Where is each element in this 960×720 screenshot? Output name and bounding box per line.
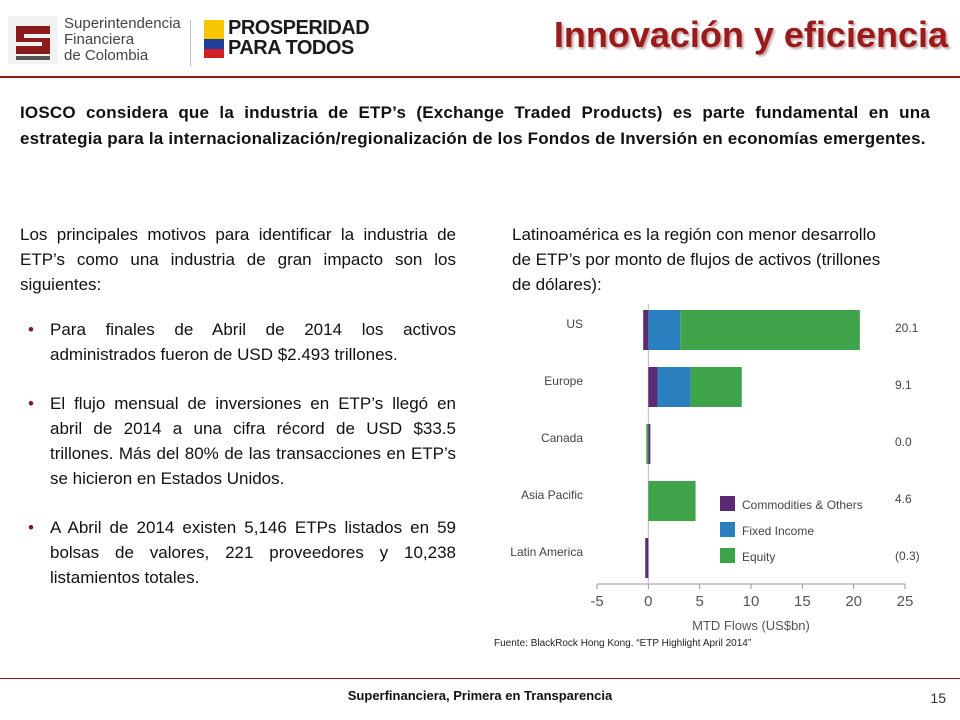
category-label: Canada (541, 431, 583, 445)
superfinanciera-logo: Superintendencia Financiera de Colombia (6, 14, 191, 66)
footer-text: Superfinanciera, Primera en Transparenci… (347, 688, 613, 703)
bullet-icon: • (28, 320, 34, 339)
bar-segment (643, 310, 649, 350)
total-label: (0.3) (895, 549, 920, 563)
bar-segment (648, 310, 681, 350)
x-tick-label: 5 (695, 593, 703, 610)
org-line-3: de Colombia (64, 47, 149, 64)
page-number: 15 (930, 690, 946, 706)
chart-source: Fuente: BlackRock Hong Kong. “ETP Highli… (494, 638, 752, 649)
prosperidad-logo: PROSPERIDAD PARA TODOS (204, 18, 370, 66)
total-label: 9.1 (895, 378, 912, 392)
x-tick-label: 15 (794, 593, 811, 610)
bullet-text: El flujo mensual de inversiones en ETP’s… (50, 394, 456, 488)
category-label: Europe (544, 374, 583, 388)
bar-segment (648, 424, 651, 464)
footer-rule (0, 678, 960, 679)
x-tick-label: 25 (897, 593, 914, 610)
gov-line-1: PROSPERIDAD (228, 17, 370, 39)
legend-label: Commodities & Others (742, 498, 863, 512)
legend-swatch (720, 522, 735, 537)
gov-line-2: PARA TODOS (228, 37, 354, 59)
legend-label: Fixed Income (742, 524, 814, 538)
left-column: Los principales motivos para identificar… (20, 222, 456, 614)
bar-segment (648, 367, 658, 407)
intro-paragraph: IOSCO considera que la industria de ETP’… (20, 103, 930, 148)
left-lead: Los principales motivos para identificar… (20, 225, 456, 294)
x-tick-label: 20 (845, 593, 862, 610)
bullet-text: A Abril de 2014 existen 5,146 ETPs lista… (50, 518, 456, 587)
bar-segment (657, 367, 691, 407)
bar-segment (646, 424, 649, 464)
bar-segment (680, 310, 860, 350)
legend-swatch (720, 548, 735, 563)
bullet-icon: • (28, 394, 34, 413)
total-label: 4.6 (895, 492, 912, 506)
slide-title: Innovación y eficiencia (553, 14, 948, 55)
bar-segment (690, 367, 742, 407)
right-column-text: Latinoamérica es la región con menor des… (512, 225, 881, 294)
bullet-text: Para finales de Abril de 2014 los activo… (50, 320, 456, 364)
org-line-2: Financiera (64, 31, 135, 48)
org-line-1: Superintendencia (64, 15, 181, 32)
etp-flows-chart: -5 0 5 10 15 20 25 MTD Flows (US$bn) US 20.1 Europ… (510, 304, 920, 633)
bullet-item: • El flujo mensual de inversiones en ETP’… (20, 391, 456, 491)
header-rule (0, 76, 960, 78)
bar-segment (648, 481, 696, 521)
legend-swatch (720, 496, 735, 511)
x-axis-label: MTD Flows (US$bn) (692, 618, 810, 633)
x-tick-label: -5 (590, 593, 603, 610)
bullet-list: • Para finales de Abril de 2014 los activ… (20, 317, 456, 590)
total-label: 0.0 (895, 435, 912, 449)
colombia-flag-icon (204, 20, 224, 58)
header-divider (190, 20, 191, 66)
bullet-item: • Para finales de Abril de 2014 los activ… (20, 317, 456, 367)
total-label: 20.1 (895, 321, 919, 335)
x-tick-label: 0 (644, 593, 652, 610)
category-label: US (566, 317, 583, 331)
bullet-icon: • (28, 518, 34, 537)
x-tick-label: 10 (743, 593, 760, 610)
legend-label: Equity (742, 550, 775, 564)
bar-segment (645, 538, 649, 578)
category-label: Latin America (510, 545, 583, 559)
bullet-item: • A Abril de 2014 existen 5,146 ETPs list… (20, 515, 456, 590)
superfinanciera-logo-icon (8, 16, 58, 64)
category-label: Asia Pacific (521, 488, 583, 502)
